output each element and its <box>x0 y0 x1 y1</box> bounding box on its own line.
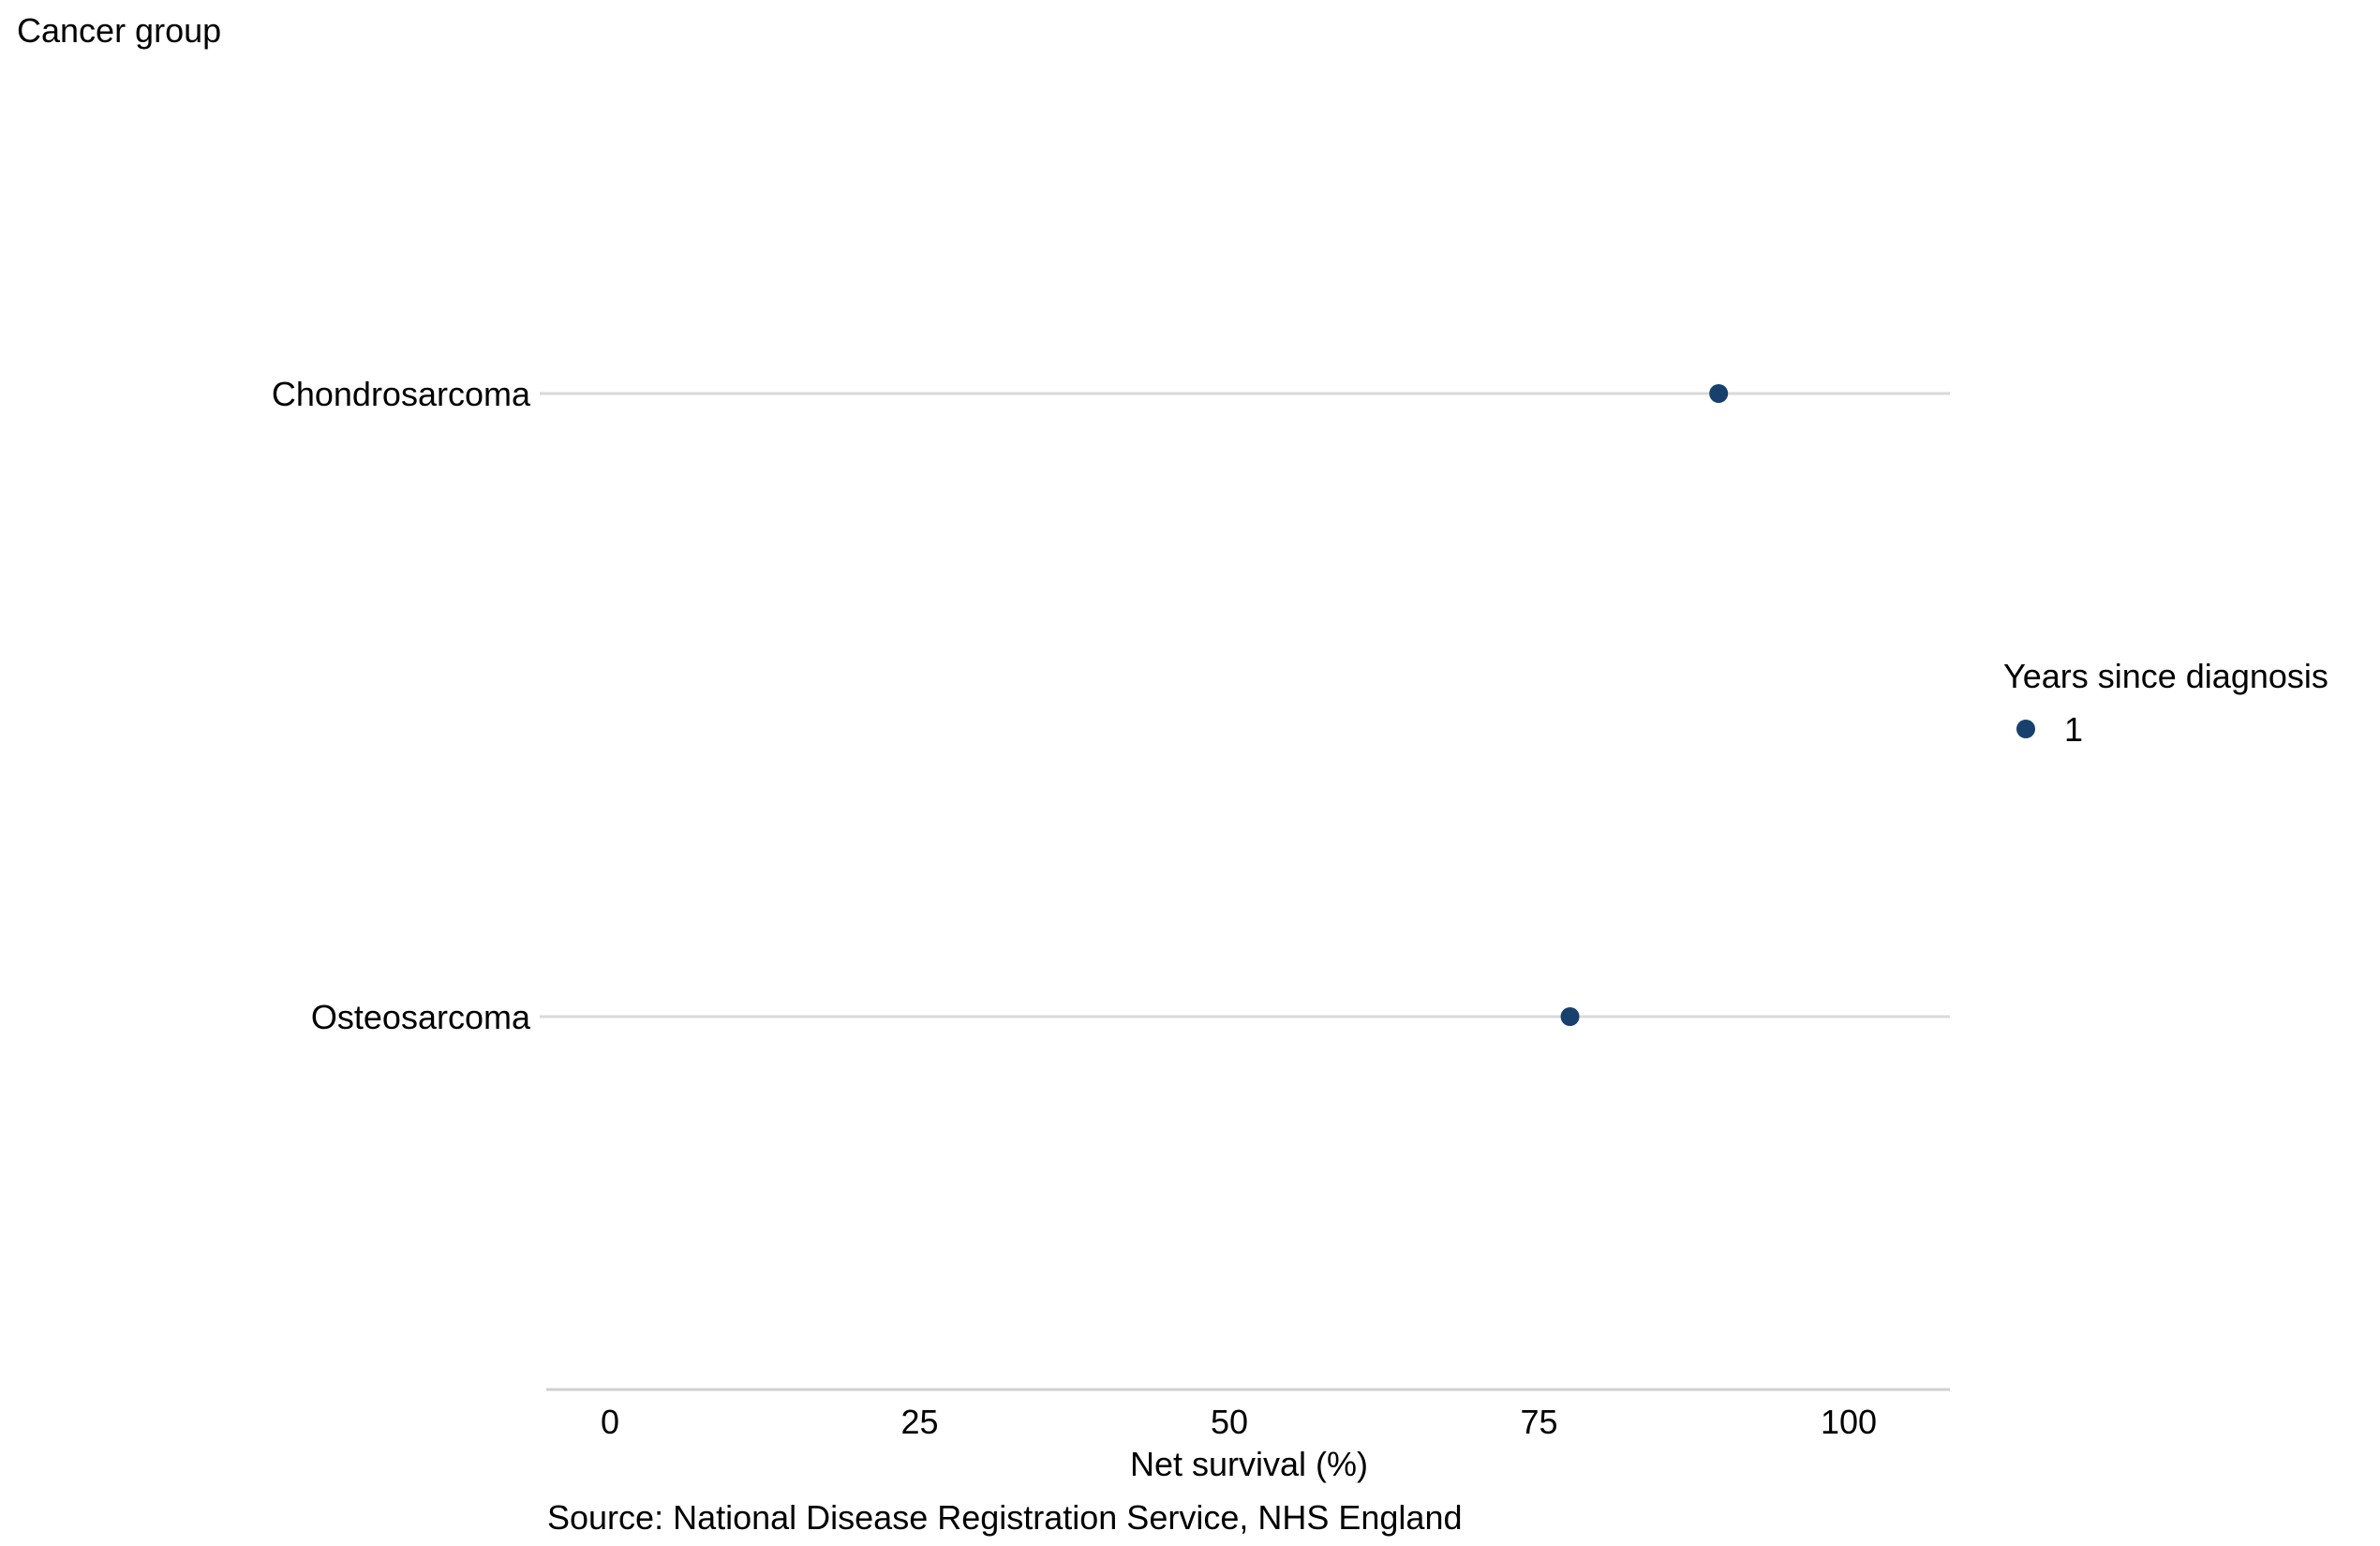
data-points <box>1560 384 1729 1026</box>
x-tick-label-100: 100 <box>1821 1403 1877 1441</box>
point-chondrosarcoma <box>1709 384 1729 403</box>
x-axis-title: Net survival (%) <box>1130 1445 1368 1483</box>
legend-title: Years since diagnosis <box>2003 657 2328 695</box>
source-note: Source: National Disease Registration Se… <box>547 1498 1462 1537</box>
category-labels: Chondrosarcoma Osteosarcoma <box>272 375 531 1036</box>
legend: Years since diagnosis 1 <box>2003 657 2328 749</box>
legend-marker-1 <box>2016 720 2035 738</box>
category-label-chondrosarcoma: Chondrosarcoma <box>272 375 531 413</box>
x-tick-label-0: 0 <box>601 1403 619 1441</box>
point-osteosarcoma <box>1560 1007 1580 1026</box>
x-tick-label-75: 75 <box>1520 1403 1557 1441</box>
x-tick-label-25: 25 <box>900 1403 938 1441</box>
x-axis-ticks: 0 25 50 75 100 <box>601 1403 1877 1441</box>
legend-label-1: 1 <box>2064 710 2083 749</box>
x-tick-label-50: 50 <box>1211 1403 1248 1441</box>
legend-entries: 1 <box>2016 710 2083 749</box>
category-guide-lines <box>540 392 1950 1018</box>
category-label-osteosarcoma: Osteosarcoma <box>311 998 531 1036</box>
y-axis-title: Cancer group <box>17 11 221 50</box>
